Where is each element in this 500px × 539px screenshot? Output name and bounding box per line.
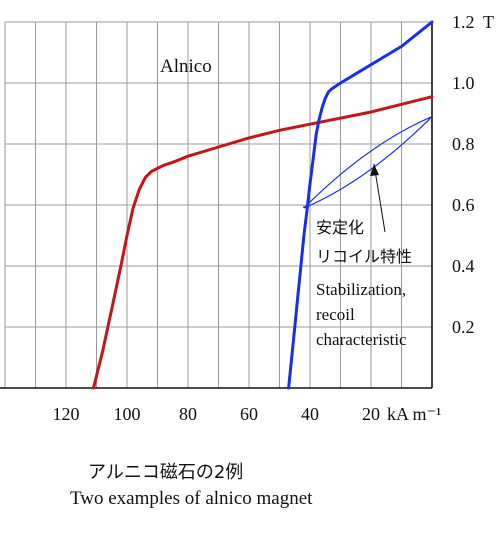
recoil-annotation: 安定化 リコイル特性 Stabilization, recoil charact… (316, 163, 412, 349)
chart-tick-labels: 120 100 80 60 40 20 kA m⁻¹ 0.2 0.4 0.6 0.8 1.0 1.2 T (53, 12, 495, 424)
annotation-jp-line2: リコイル特性 (316, 247, 412, 266)
x-tick-label: 100 (114, 404, 141, 424)
x-tick-label: 60 (240, 404, 258, 424)
y-tick-label: 1.2 (452, 12, 475, 32)
x-tick-label: 40 (301, 404, 319, 424)
x-tick-label: 80 (179, 404, 197, 424)
recoil-line-lower-1 (303, 116, 433, 209)
annotation-jp-line1: 安定化 (316, 218, 364, 237)
y-unit-label: T (483, 12, 494, 32)
series-curve-1 (92, 95, 434, 390)
chart-series (92, 20, 434, 390)
y-tick-label: 0.8 (452, 134, 475, 154)
y-tick-label: 1.0 (452, 73, 475, 93)
y-tick-label: 0.2 (452, 317, 475, 337)
caption-japanese: アルニコ磁石の2例 (88, 462, 244, 483)
x-tick-label: 120 (53, 404, 80, 424)
y-tick-label: 0.4 (452, 256, 475, 276)
caption-english: Two examples of alnico magnet (70, 488, 313, 509)
recoil-line-upper-1 (303, 115, 433, 209)
y-tick-label: 0.6 (452, 195, 475, 215)
annotation-en-line3: characteristic (316, 330, 407, 349)
x-tick-label: 20 (362, 404, 380, 424)
annotation-en-line2: recoil (316, 305, 355, 324)
annotation-arrow-head (370, 164, 379, 176)
chart-title: Alnico (160, 56, 212, 77)
series-curve-2 (287, 20, 434, 390)
chart-grid (4, 21, 432, 388)
annotation-en-line1: Stabilization, (316, 280, 406, 299)
chart-axes (0, 22, 433, 389)
x-unit-label: kA m⁻¹ (387, 404, 441, 424)
